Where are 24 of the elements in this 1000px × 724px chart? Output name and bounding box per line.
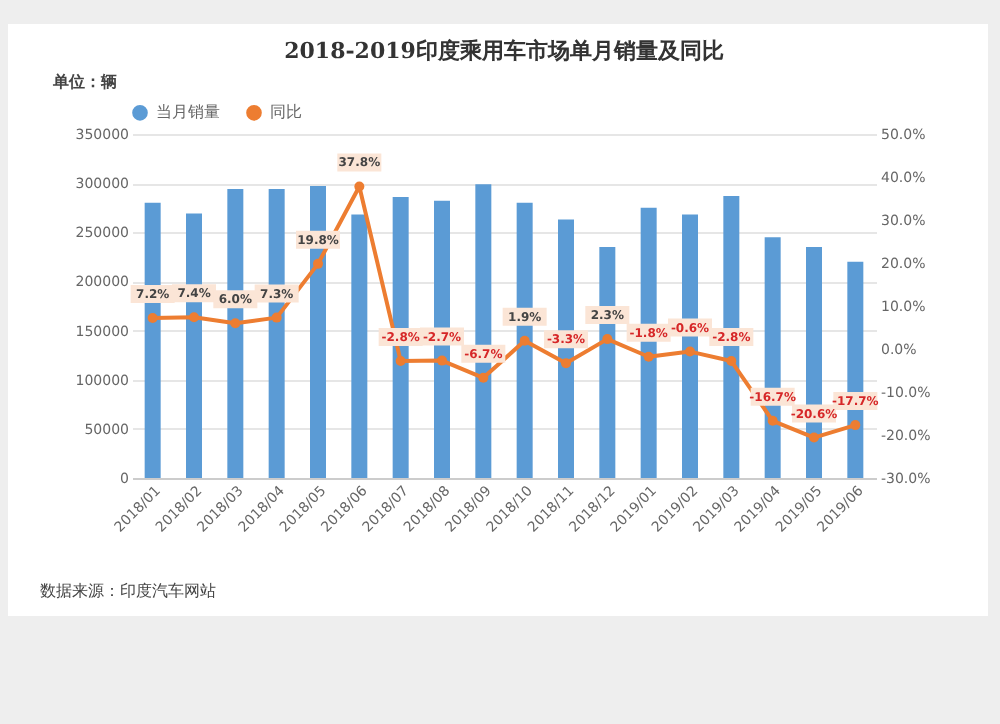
point bbox=[809, 432, 819, 443]
point bbox=[643, 351, 654, 362]
legend-label: 当月销量 bbox=[156, 102, 220, 121]
point bbox=[685, 346, 695, 357]
point bbox=[602, 334, 613, 345]
bar bbox=[351, 214, 368, 478]
source-note: 数据来源：印度汽车网站 bbox=[40, 580, 216, 602]
point bbox=[271, 312, 282, 323]
point bbox=[313, 258, 323, 269]
point bbox=[395, 356, 406, 367]
point bbox=[147, 313, 158, 324]
legend-label: 同比 bbox=[270, 102, 302, 121]
point bbox=[230, 318, 241, 329]
point bbox=[478, 372, 489, 383]
point bbox=[354, 181, 365, 192]
chart-title: 2018-2019印度乘用车市场单月销量及同比 bbox=[284, 38, 724, 64]
point bbox=[850, 420, 861, 431]
point bbox=[189, 312, 199, 323]
point bbox=[767, 415, 778, 426]
point bbox=[561, 358, 571, 369]
point bbox=[437, 355, 447, 366]
point bbox=[519, 335, 530, 346]
point bbox=[726, 356, 737, 367]
y-axis-title: 单位：辆 bbox=[51, 71, 117, 91]
